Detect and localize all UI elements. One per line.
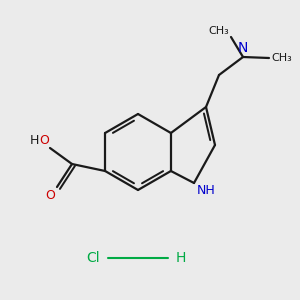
Text: O: O bbox=[39, 134, 49, 147]
Text: N: N bbox=[238, 41, 248, 55]
Text: H: H bbox=[30, 134, 39, 147]
Text: O: O bbox=[45, 189, 55, 202]
Text: H: H bbox=[176, 251, 186, 265]
Text: CH₃: CH₃ bbox=[208, 26, 229, 36]
Text: Cl: Cl bbox=[86, 251, 100, 265]
Text: CH₃: CH₃ bbox=[271, 53, 292, 63]
Text: NH: NH bbox=[197, 184, 216, 197]
